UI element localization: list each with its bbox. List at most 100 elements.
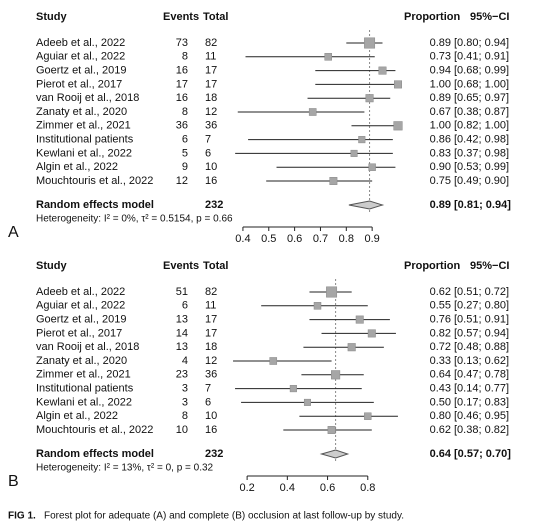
proportion: 0.64 <box>430 369 451 381</box>
total: 11 <box>205 300 216 312</box>
pooled-name: Random effects model <box>36 199 154 211</box>
events: 14 <box>176 327 188 339</box>
study-name: Pierot et al., 2017 <box>36 78 122 90</box>
estimate-square <box>326 286 338 298</box>
estimate-square <box>308 108 317 116</box>
x-tick-label: 0.4 <box>280 482 295 494</box>
ci: [0.17; 0.83] <box>454 396 509 408</box>
ci: [0.68; 1.00] <box>454 78 509 90</box>
estimate-square <box>393 121 403 131</box>
ci: [0.42; 0.98] <box>454 134 509 146</box>
total: 82 <box>205 37 217 49</box>
x-tick-label: 0.7 <box>313 233 328 245</box>
study-name: Algin et al., 2022 <box>36 410 118 422</box>
header: Events <box>163 11 199 23</box>
ci: [0.38; 0.82] <box>454 424 509 436</box>
estimate-square <box>378 66 387 75</box>
study-name: Institutional patients <box>36 134 134 146</box>
total: 10 <box>205 410 217 422</box>
ci: [0.57; 0.94] <box>454 327 509 339</box>
pooled-total: 232 <box>205 448 223 460</box>
ci: [0.13; 0.62] <box>454 355 509 367</box>
pooled-diamond <box>319 449 350 459</box>
study-name: van Rooij et al., 2018 <box>36 92 139 104</box>
ci: [0.37; 0.98] <box>454 147 509 159</box>
ci: [0.46; 0.95] <box>454 410 509 422</box>
total: 17 <box>205 314 217 326</box>
total: 6 <box>205 396 211 408</box>
events: 8 <box>182 51 188 63</box>
proportion: 0.94 <box>430 65 451 77</box>
study-name: Goertz et al., 2019 <box>36 65 127 77</box>
header: 95%−CI <box>470 11 509 23</box>
events: 5 <box>182 147 188 159</box>
panel-label: B <box>8 473 19 490</box>
total: 17 <box>205 65 217 77</box>
events: 10 <box>176 424 188 436</box>
x-tick-label: 0.9 <box>365 233 380 245</box>
total: 18 <box>205 92 217 104</box>
header: Total <box>203 260 228 272</box>
x-tick-label: 0.8 <box>360 482 375 494</box>
ci: [0.53; 0.99] <box>454 161 509 173</box>
total: 36 <box>205 369 217 381</box>
events: 3 <box>182 396 188 408</box>
estimate-square <box>327 426 336 434</box>
x-tick-label: 0.4 <box>235 233 250 245</box>
ci: [0.65; 0.97] <box>454 92 509 104</box>
events: 13 <box>176 314 188 326</box>
ci: [0.68; 0.99] <box>454 65 509 77</box>
estimate-square <box>358 136 366 144</box>
proportion: 0.73 <box>430 51 451 63</box>
events: 51 <box>176 286 188 298</box>
estimate-square <box>364 412 372 420</box>
estimate-square <box>329 177 338 185</box>
header: Study <box>36 11 67 23</box>
events: 16 <box>176 92 188 104</box>
ci: [0.51; 0.91] <box>454 314 509 326</box>
ci: [0.48; 0.88] <box>454 341 509 353</box>
total: 7 <box>205 134 211 146</box>
events: 13 <box>176 341 188 353</box>
pooled-name: Random effects model <box>36 448 154 460</box>
events: 36 <box>176 120 188 132</box>
header: Total <box>203 11 228 23</box>
study-name: Adeeb et al., 2022 <box>36 286 125 298</box>
proportion: 0.80 <box>430 410 451 422</box>
ci: [0.41; 0.91] <box>454 51 509 63</box>
header: Events <box>163 260 199 272</box>
estimate-square <box>367 329 376 338</box>
events: 6 <box>182 134 188 146</box>
total: 18 <box>205 341 217 353</box>
events: 23 <box>176 369 188 381</box>
total: 10 <box>205 161 217 173</box>
pooled-proportion: 0.89 <box>430 199 451 211</box>
events: 16 <box>176 65 188 77</box>
proportion: 0.75 <box>430 175 451 187</box>
ci: [0.14; 0.77] <box>454 383 509 395</box>
ci: [0.49; 0.90] <box>454 175 509 187</box>
study-name: Goertz et al., 2019 <box>36 314 127 326</box>
study-name: Aguiar et al., 2022 <box>36 51 125 63</box>
total: 6 <box>205 147 211 159</box>
events: 12 <box>176 175 188 187</box>
ci: [0.38; 0.87] <box>454 106 509 118</box>
proportion: 0.72 <box>430 341 451 353</box>
pooled-diamond <box>348 200 385 210</box>
proportion: 0.82 <box>430 327 451 339</box>
estimate-square <box>289 385 297 393</box>
events: 73 <box>176 37 188 49</box>
ci: [0.80; 0.94] <box>454 37 509 49</box>
events: 6 <box>182 300 188 312</box>
proportion: 0.50 <box>430 396 451 408</box>
proportion: 0.89 <box>430 37 451 49</box>
header: Proportion <box>404 11 460 23</box>
proportion: 1.00 <box>430 78 451 90</box>
study-name: Aguiar et al., 2022 <box>36 300 125 312</box>
caption-text: Forest plot for adequate (A) and complet… <box>44 511 404 522</box>
proportion: 0.90 <box>430 161 451 173</box>
total: 12 <box>205 355 217 367</box>
proportion: 0.67 <box>430 106 451 118</box>
estimate-square <box>364 37 376 49</box>
